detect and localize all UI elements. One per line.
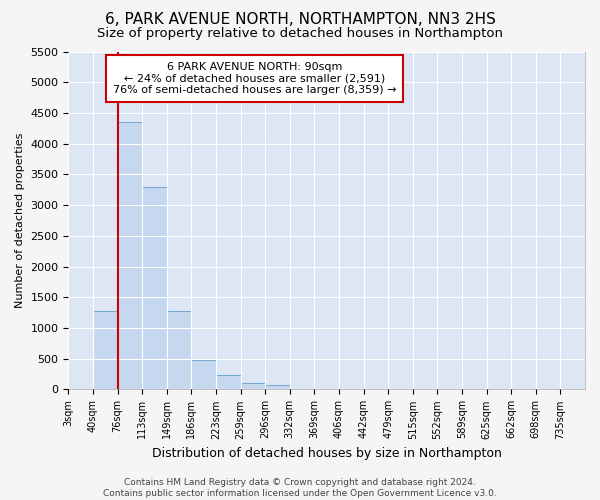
Text: Contains HM Land Registry data © Crown copyright and database right 2024.
Contai: Contains HM Land Registry data © Crown c… [103, 478, 497, 498]
Text: Size of property relative to detached houses in Northampton: Size of property relative to detached ho… [97, 28, 503, 40]
Bar [142, 186, 167, 390]
Text: 6, PARK AVENUE NORTH, NORTHAMPTON, NN3 2HS: 6, PARK AVENUE NORTH, NORTHAMPTON, NN3 2… [104, 12, 496, 28]
Bar [265, 385, 290, 390]
Text: 6 PARK AVENUE NORTH: 90sqm
← 24% of detached houses are smaller (2,591)
76% of s: 6 PARK AVENUE NORTH: 90sqm ← 24% of deta… [113, 62, 396, 95]
Y-axis label: Number of detached properties: Number of detached properties [15, 133, 25, 308]
X-axis label: Distribution of detached houses by size in Northampton: Distribution of detached houses by size … [152, 447, 502, 460]
Bar [191, 360, 216, 390]
Bar [118, 122, 142, 390]
Bar [241, 384, 265, 390]
Bar [93, 311, 118, 390]
Bar [167, 311, 191, 390]
Bar [216, 374, 241, 390]
